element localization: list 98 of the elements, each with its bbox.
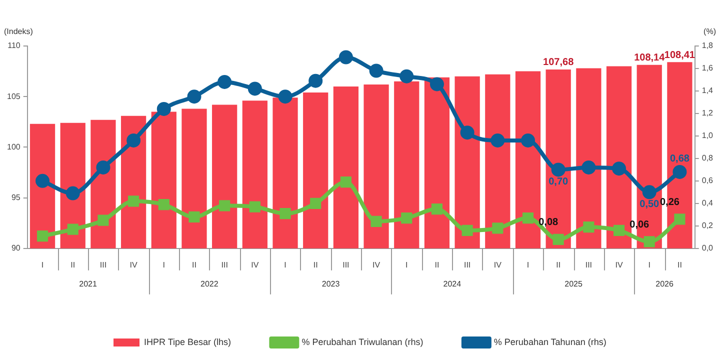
- x-tick-label: III: [464, 260, 471, 270]
- point: [520, 133, 535, 148]
- point: [219, 200, 230, 212]
- x-tick-label: III: [221, 260, 228, 270]
- y-axis-title: (Indeks): [4, 27, 34, 36]
- y2-tick-label: 1,4: [702, 86, 714, 96]
- point: [66, 186, 80, 200]
- y2-tick-label: 0,6: [702, 176, 714, 186]
- point: [582, 160, 596, 174]
- x-tick-label: IV: [130, 260, 138, 270]
- data-label: 108,41: [664, 50, 696, 61]
- point: [126, 133, 141, 148]
- point: [462, 224, 473, 236]
- point: [490, 133, 505, 148]
- point: [612, 162, 626, 176]
- point: [369, 64, 384, 78]
- x-tick-label: III: [342, 260, 350, 270]
- point: [96, 160, 110, 174]
- point: [642, 185, 656, 200]
- x-tick-label: I: [284, 260, 286, 270]
- point: [67, 224, 78, 235]
- point: [187, 90, 202, 104]
- point: [188, 211, 200, 222]
- point: [401, 212, 412, 224]
- point: [460, 126, 474, 140]
- point: [583, 222, 594, 233]
- x-tick-label: IV: [494, 260, 502, 270]
- point: [128, 196, 140, 207]
- data-label: 0,50: [640, 198, 660, 210]
- y-tick-label: 90: [11, 244, 21, 253]
- x-tick-label: IV: [251, 260, 260, 270]
- point: [613, 224, 625, 236]
- text: 2025: [564, 280, 583, 289]
- point: [308, 74, 323, 88]
- data-label: 0,68: [670, 154, 690, 165]
- legend-label: IHPR Tipe Besar (lhs): [144, 336, 232, 347]
- y2-tick-label: 0,2: [702, 221, 714, 230]
- legend-label: % Perubahan Tahunan (rhs): [494, 336, 606, 347]
- y2-axis-title: (%): [704, 27, 716, 36]
- y2-tick-label: 1,6: [702, 64, 714, 73]
- text: 2026: [656, 280, 674, 289]
- x-tick-label: III: [100, 260, 107, 270]
- data-label: 0,70: [548, 176, 569, 188]
- point: [36, 230, 48, 242]
- point: [248, 82, 262, 96]
- point: [492, 222, 504, 234]
- x-tick-label: I: [41, 260, 44, 270]
- point: [280, 208, 291, 220]
- legend-label: % Perubahan Triwulanan (rhs): [302, 336, 424, 347]
- point: [340, 176, 352, 188]
- point: [278, 90, 292, 104]
- x-tick-label: II: [313, 260, 318, 270]
- text: 2023: [322, 280, 340, 289]
- y2-tick-label: 0,0: [702, 244, 714, 253]
- point: [158, 199, 170, 210]
- point: [431, 204, 443, 215]
- x-tick-label: II: [556, 260, 561, 270]
- x-tick-label: IV: [615, 260, 624, 270]
- point: [551, 162, 566, 177]
- data-label: 107,68: [543, 57, 574, 68]
- y2-tick-label: 1,0: [702, 131, 714, 140]
- point: [156, 102, 171, 116]
- point: [400, 69, 414, 84]
- text: 2024: [443, 280, 462, 289]
- y-tick-label: 100: [6, 142, 21, 152]
- point: [310, 198, 322, 209]
- x-tick-label: I: [162, 260, 166, 270]
- y2-tick-label: 1,8: [702, 41, 714, 50]
- point: [552, 234, 564, 245]
- x-tick-label: II: [192, 260, 196, 270]
- y-tick-label: 110: [8, 41, 21, 50]
- y-tick-label: 95: [11, 193, 21, 202]
- x-tick-label: IV: [372, 260, 381, 270]
- point: [98, 214, 109, 226]
- x-tick-label: I: [526, 260, 530, 270]
- x-tick-label: I: [648, 260, 650, 270]
- point: [672, 164, 687, 179]
- text: 2022: [200, 280, 219, 289]
- data-label: 108,14: [634, 52, 666, 64]
- y2-tick-label: 0,4: [702, 198, 714, 208]
- point: [522, 212, 534, 224]
- point: [370, 216, 382, 227]
- point: [249, 201, 260, 212]
- point: [644, 236, 655, 248]
- x-tick-label: III: [585, 260, 592, 270]
- x-tick-label: I: [406, 260, 408, 270]
- y2-tick-label: 0,8: [702, 154, 714, 163]
- point: [430, 77, 444, 92]
- y-tick-label: 105: [6, 92, 21, 101]
- y2-tick-label: 1,2: [702, 108, 714, 118]
- point: [218, 74, 232, 89]
- x-tick-label: II: [677, 260, 682, 270]
- point: [674, 214, 686, 225]
- x-tick-label: II: [434, 260, 440, 270]
- x-tick-label: II: [70, 260, 76, 270]
- point: [36, 174, 50, 188]
- text: 2021: [79, 280, 98, 289]
- point: [338, 50, 353, 64]
